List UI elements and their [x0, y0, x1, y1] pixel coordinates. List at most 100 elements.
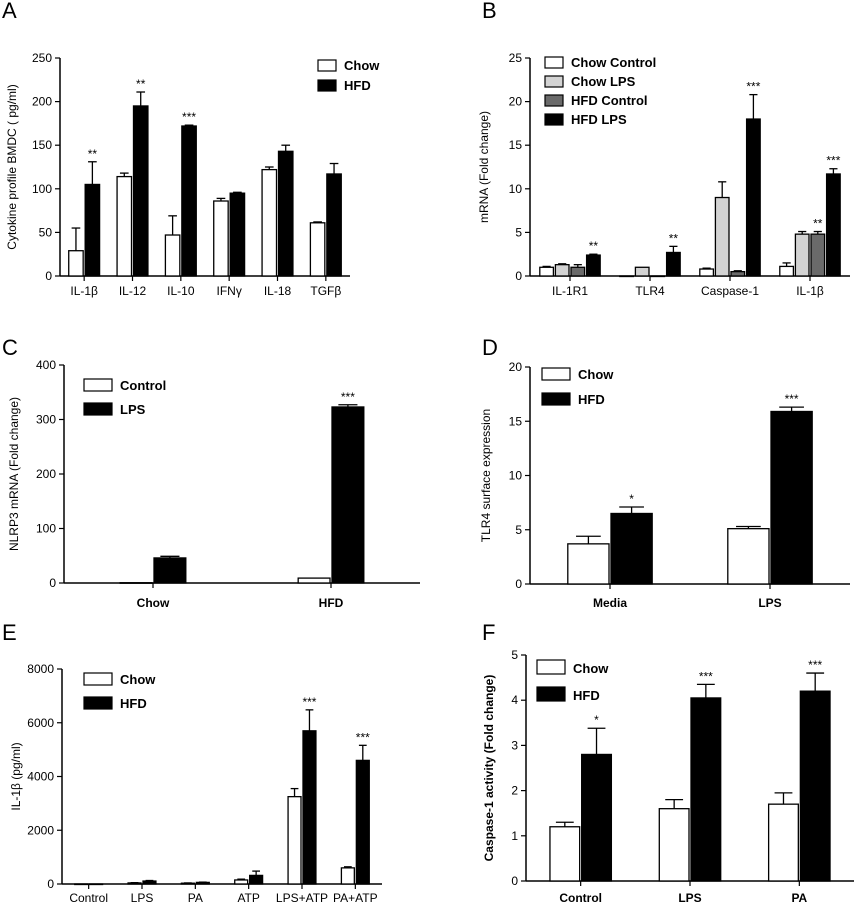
panel-f-letter: F: [482, 620, 495, 645]
panel-e-significance-label: ***: [356, 730, 370, 744]
panel-f-category-label: LPS: [678, 891, 701, 905]
panel-c-y-tick-label: 0: [49, 576, 56, 590]
panel-d-bar: [610, 512, 653, 585]
panel-b-bar: [810, 233, 826, 277]
panel-e-letter: E: [2, 620, 17, 645]
panel-c-y-tick-label: 400: [36, 358, 56, 372]
panel-b-letter: B: [482, 0, 497, 23]
panel-b-bar: [745, 118, 761, 277]
panel-b-bar: [714, 196, 730, 277]
panel-e-y-tick-label: 6000: [27, 716, 54, 730]
panel-b-y-tick-label: 25: [509, 51, 523, 65]
panel-e-bar: [355, 759, 370, 885]
panel-c-legend-swatch: [83, 378, 113, 392]
panel-a-bar: [181, 125, 197, 277]
panel-f-legend-swatch: [536, 659, 566, 675]
panel-b-category-label: TLR4: [635, 284, 665, 298]
panel-b-y-tick-label: 5: [515, 225, 522, 239]
panel-f-bar: [767, 803, 799, 882]
panel-a-legend-label: HFD: [344, 78, 371, 93]
panel-b-legend-swatch: [544, 94, 564, 107]
panel-f-bar: [690, 697, 722, 882]
panel-e-y-tick-label: 8000: [27, 662, 54, 676]
panel-b-bar: [779, 265, 795, 277]
panel-f-bar: [799, 690, 831, 882]
panel-d-y-tick-label: 15: [509, 414, 523, 428]
panel-a-bar: [84, 183, 101, 277]
panel-e-y-axis-title: IL-1β (pg/ml): [9, 742, 23, 810]
panel-b-legend-label: Chow Control: [571, 55, 656, 70]
panel-c-y-tick-label: 200: [36, 467, 56, 481]
panel-b-bar: [794, 233, 810, 277]
panel-b-bar: [650, 275, 666, 278]
panel-e-category-label: ATP: [237, 891, 259, 905]
panel-c-bar: [297, 577, 331, 584]
panel-e-bar: [249, 874, 264, 885]
panel-f-y-tick-label: 0: [511, 874, 518, 888]
panel-d-bar: [567, 543, 610, 585]
panel-b-bar: [665, 251, 681, 277]
panel-a-bar: [116, 175, 133, 277]
panel-b-category-label: IL-1R1: [552, 284, 588, 298]
panel-f-significance-label: ***: [699, 669, 713, 683]
panel-a-y-tick-label: 200: [32, 95, 52, 109]
panel-e-legend-label: Chow: [120, 672, 156, 687]
panel-f-significance-label: *: [594, 713, 599, 727]
panel-b-legend-swatch: [544, 113, 564, 126]
panel-d-y-tick-label: 5: [515, 523, 522, 537]
panel-f-category-label: Control: [559, 891, 602, 905]
panel-c-y-axis-title: NLRP3 mRNA (Fold change): [7, 397, 21, 551]
panel-b-y-axis-title: mRNA (Fold change): [477, 111, 491, 223]
panel-c-bar: [331, 406, 365, 584]
panel-a-legend-swatch: [317, 59, 337, 72]
panel-e-bar: [89, 883, 104, 886]
panel-f-significance-label: ***: [808, 658, 822, 672]
panel-d-legend-label: HFD: [578, 392, 605, 407]
panel-b-significance-label: ***: [826, 154, 840, 168]
panel-f-legend-label: Chow: [573, 661, 609, 676]
panel-e-category-label: LPS+ATP: [276, 891, 328, 905]
panel-a-bar: [164, 234, 181, 277]
panel-b-bar: [570, 266, 586, 277]
panel-a-category-label: TGFβ: [310, 284, 341, 298]
panel-a-letter: A: [2, 0, 17, 23]
panel-e-bar: [142, 880, 157, 885]
panel-f-category-label: PA: [791, 891, 807, 905]
panel-c-legend-swatch: [83, 402, 113, 416]
panel-d-legend-label: Chow: [578, 367, 614, 382]
panel-c-y-tick-label: 100: [36, 522, 56, 536]
panel-e-legend-swatch: [83, 696, 113, 710]
panel-c-category-label: Chow: [137, 596, 170, 610]
panel-d-significance-label: ***: [785, 392, 799, 406]
panel-e-legend-label: HFD: [120, 696, 147, 711]
panel-e-bar: [74, 883, 89, 886]
panel-c-bar: [153, 557, 187, 584]
panel-a-category-label: IL-10: [167, 284, 195, 298]
panel-a-y-tick-label: 50: [39, 225, 53, 239]
panel-f-y-tick-label: 2: [511, 784, 518, 798]
panel-a-y-tick-label: 100: [32, 182, 52, 196]
panel-b-bar: [699, 268, 715, 277]
panel-a-significance-label: **: [88, 147, 98, 161]
panel-f-y-tick-label: 4: [511, 693, 518, 707]
panel-c-significance-label: ***: [341, 390, 355, 404]
panel-a-y-tick-label: 250: [32, 51, 52, 65]
panel-d-y-tick-label: 10: [509, 469, 523, 483]
panel-d-significance-label: *: [629, 492, 634, 506]
panel-b-y-tick-label: 0: [515, 269, 522, 283]
panel-b-significance-label: ***: [746, 80, 760, 94]
panel-b-bar: [619, 275, 635, 278]
panel-b-significance-label: **: [669, 231, 679, 245]
panel-b-category-label: IL-1β: [796, 284, 824, 298]
panel-b-y-tick-label: 20: [509, 95, 523, 109]
panel-a-bar: [309, 222, 326, 277]
panel-b-bar: [825, 173, 841, 277]
panel-b-legend-label: HFD Control: [571, 93, 648, 108]
panel-a-bar: [261, 168, 278, 277]
panel-a-y-tick-label: 0: [45, 269, 52, 283]
panel-a-bar: [68, 250, 84, 277]
panel-d-category-label: Media: [593, 596, 627, 610]
panel-d-category-label: LPS: [758, 596, 781, 610]
panel-b-legend-label: Chow LPS: [571, 74, 636, 89]
